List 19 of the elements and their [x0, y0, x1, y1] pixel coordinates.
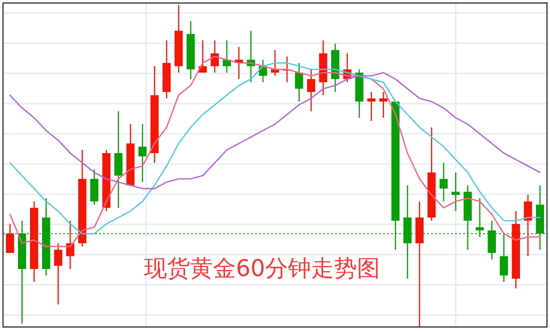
candlestick [54, 242, 62, 306]
candlestick [198, 40, 207, 74]
candlestick [476, 198, 484, 238]
candlestick [114, 110, 123, 208]
candlestick [6, 223, 14, 254]
candlestick [500, 233, 508, 283]
candlestick [294, 62, 304, 102]
candlestick [307, 68, 316, 112]
candlestick [379, 91, 388, 118]
candlestick [138, 124, 147, 183]
candlestick [524, 194, 532, 257]
candlestick [66, 220, 74, 270]
candlestick [367, 91, 376, 122]
candlestick [222, 40, 231, 74]
candlestick [488, 220, 496, 260]
candlestick [90, 168, 98, 206]
candlestick [440, 162, 448, 202]
text: 现货黄金60分钟走势图 [144, 256, 380, 282]
candlestick [452, 172, 460, 212]
